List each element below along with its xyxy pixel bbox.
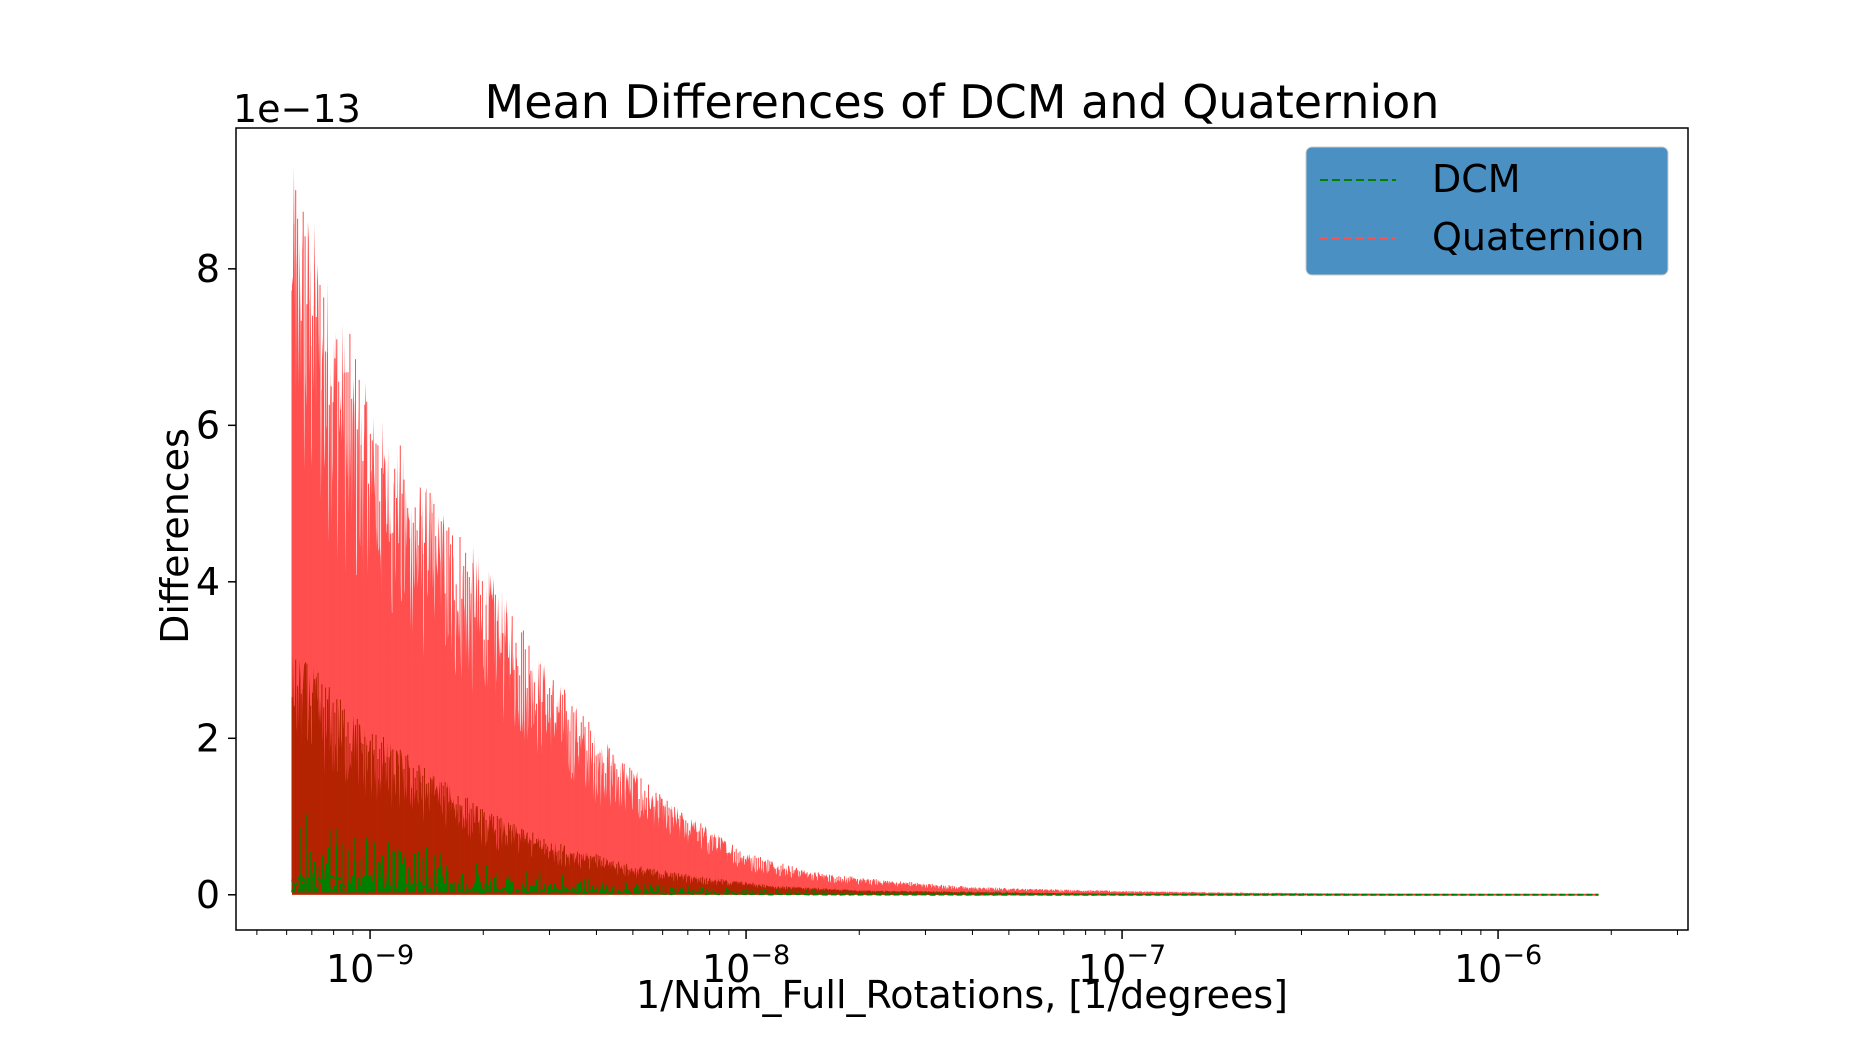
x-tick-label: 10−8	[702, 940, 790, 991]
y-tick-label: 6	[196, 403, 220, 447]
plot-area	[291, 167, 1599, 896]
series-noise-dcm	[291, 814, 1048, 893]
x-axis-label: 1/Num_Full_Rotations, [1/degrees]	[636, 973, 1288, 1017]
series-noise-path-dcm	[291, 814, 1048, 893]
x-tick-label: 10−9	[326, 940, 414, 991]
y-axis: 0 2 4 6 8	[196, 247, 236, 917]
legend: DCM Quaternion	[1305, 146, 1669, 276]
y-tick-label: 8	[196, 247, 220, 291]
x-tick-label: 10−6	[1454, 940, 1542, 991]
legend-label-dcm: DCM	[1432, 157, 1521, 201]
y-tick-label: 2	[196, 716, 220, 760]
x-tick-label: 10−7	[1078, 940, 1166, 991]
y-tick-label: 4	[196, 560, 220, 604]
series-quaternion	[291, 167, 1599, 896]
y-tick-label: 0	[196, 873, 220, 917]
legend-label-quaternion: Quaternion	[1432, 215, 1645, 259]
y-axis-label: Differences	[153, 428, 197, 644]
plot-frame	[235, 127, 1689, 931]
chart-title: Mean Differences of DCM and Quaternion	[485, 75, 1440, 129]
series-spikes-quaternion	[291, 190, 1599, 895]
legend-box	[1305, 146, 1669, 276]
y-axis-offset-text: 1e−13	[233, 87, 361, 131]
series-line-dcm	[291, 871, 1599, 896]
x-axis: 10−9 10−8 10−7 10−6	[256, 930, 1678, 991]
